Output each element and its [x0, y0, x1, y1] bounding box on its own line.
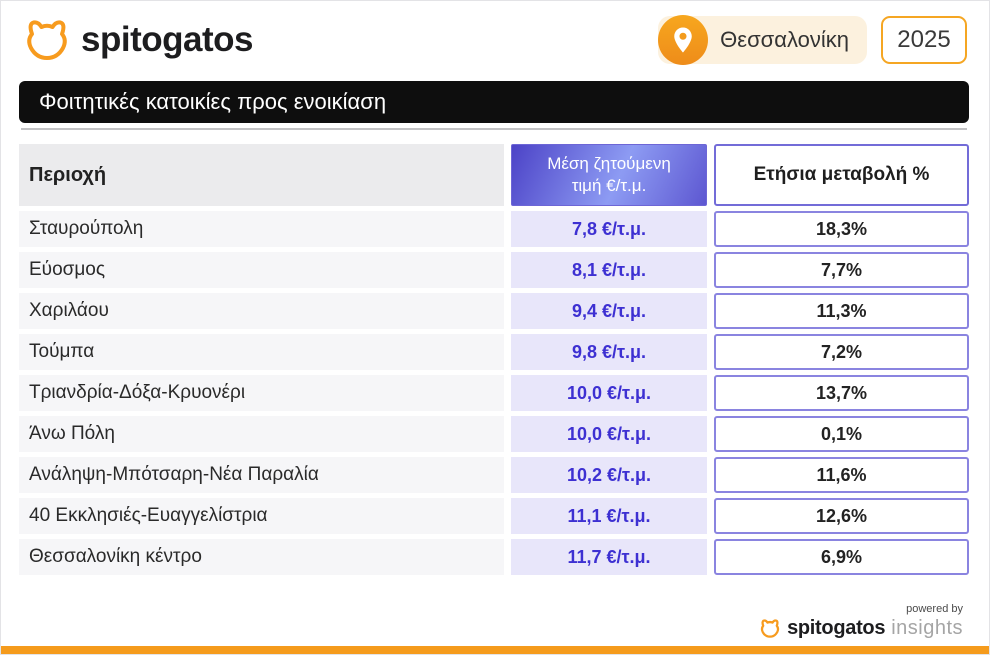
- year-badge[interactable]: 2025: [881, 16, 967, 64]
- table-row-price: 11,1 €/τ.μ.: [511, 498, 707, 534]
- column-header-change: Ετήσια μεταβολή %: [714, 144, 969, 206]
- table-row-change: 6,9%: [714, 539, 969, 575]
- table-row-price: 9,8 €/τ.μ.: [511, 334, 707, 370]
- table-row-change: 18,3%: [714, 211, 969, 247]
- table-row-change: 7,7%: [714, 252, 969, 288]
- page-title: Φοιτητικές κατοικίες προς ενοικίαση: [19, 81, 969, 123]
- table-row-area: Τριανδρία-Δόξα-Κρυονέρι: [19, 375, 504, 411]
- table-row-change: 13,7%: [714, 375, 969, 411]
- table-row-area: Ανάληψη-Μπότσαρη-Νέα Παραλία: [19, 457, 504, 493]
- table-row-area: Θεσσαλονίκη κέντρο: [19, 539, 504, 575]
- table-row-change: 0,1%: [714, 416, 969, 452]
- footer: powered by spitogatos insights: [759, 603, 963, 640]
- table-row-price: 7,8 €/τ.μ.: [511, 211, 707, 247]
- location-pin-icon: [658, 15, 709, 65]
- footer-logo: spitogatos insights: [759, 617, 963, 640]
- price-header-line1: Μέση ζητούμενη: [547, 153, 671, 173]
- cat-head-icon: [27, 20, 67, 60]
- table-row-area: Σταυρούπολη: [19, 211, 504, 247]
- table-row-area: Εύοσμος: [19, 252, 504, 288]
- brand-name: spitogatos: [81, 20, 253, 59]
- location-label: Θεσσαλονίκη: [720, 27, 849, 52]
- price-header-line2: τιμή €/τ.μ.: [571, 176, 647, 195]
- top-header: spitogatos Θεσσαλονίκη 2025: [1, 1, 989, 79]
- table-row-price: 10,0 €/τ.μ.: [511, 416, 707, 452]
- footer-brand: spitogatos: [787, 617, 886, 639]
- column-header-area: Περιοχή: [19, 144, 504, 206]
- footer-insights: insights: [891, 617, 963, 639]
- table-row-price: 10,0 €/τ.μ.: [511, 375, 707, 411]
- column-header-price: Μέση ζητούμενη τιμή €/τ.μ.: [511, 144, 707, 206]
- bottom-orange-bar: [1, 646, 989, 654]
- table-row-change: 12,6%: [714, 498, 969, 534]
- table-row-area: 40 Εκκλησιές-Ευαγγελίστρια: [19, 498, 504, 534]
- table-row-change: 11,3%: [714, 293, 969, 329]
- brand-logo: spitogatos: [23, 19, 253, 61]
- location-chip[interactable]: Θεσσαλονίκη: [658, 15, 867, 65]
- table-row-change: 11,6%: [714, 457, 969, 493]
- table-row-price: 8,1 €/τ.μ.: [511, 252, 707, 288]
- table-row-price: 11,7 €/τ.μ.: [511, 539, 707, 575]
- header-chips: Θεσσαλονίκη 2025: [658, 15, 967, 65]
- table-row-price: 10,2 €/τ.μ.: [511, 457, 707, 493]
- rent-price-table: Περιοχή Μέση ζητούμενη τιμή €/τ.μ. Ετήσι…: [19, 144, 969, 575]
- table-row-price: 9,4 €/τ.μ.: [511, 293, 707, 329]
- table-row-change: 7,2%: [714, 334, 969, 370]
- powered-by-label: powered by: [906, 603, 963, 615]
- cat-head-icon-small: [760, 619, 780, 638]
- header-divider: [21, 128, 967, 130]
- table-row-area: Χαριλάου: [19, 293, 504, 329]
- table-row-area: Άνω Πόλη: [19, 416, 504, 452]
- table-row-area: Τούμπα: [19, 334, 504, 370]
